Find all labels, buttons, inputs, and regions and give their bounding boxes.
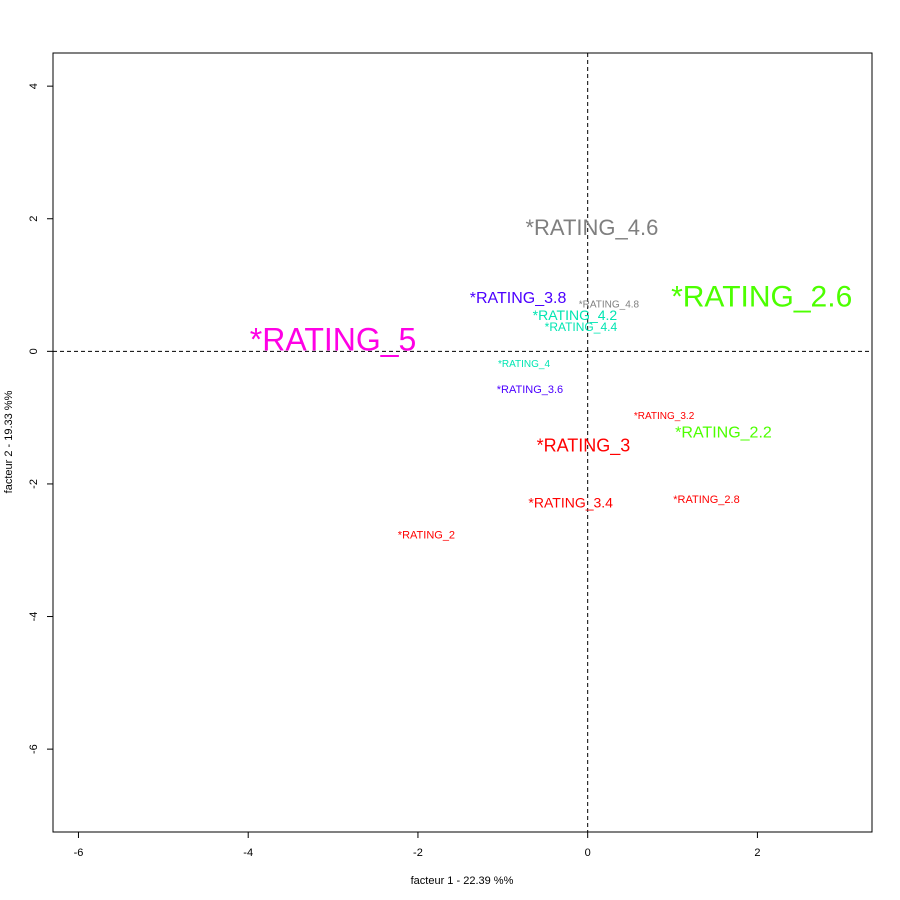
x-axis-label: facteur 1 - 22.39 %% [411,875,514,887]
y-tick-label: -2 [28,479,40,489]
point-label: *RATING_4.6 [525,215,658,240]
point-label: *RATING_2 [398,530,455,542]
point-label: *RATING_3.6 [497,384,563,396]
y-axis-label: facteur 2 - 19.33 %% [3,390,15,493]
point-label: *RATING_3.8 [470,290,567,307]
point-label: *RATING_4.4 [545,320,618,334]
point-label: *RATING_2.6 [671,280,852,313]
point-labels: *RATING_4.6*RATING_2.6*RATING_3.8 *RATING… [250,215,852,542]
y-tick-label: 2 [28,216,40,222]
x-tick-label: -4 [243,847,253,859]
y-tick-label: 4 [28,83,40,89]
reference-lines [53,53,872,832]
x-tick-label: 2 [754,847,760,859]
x-axis: -6 -4 -2 0 2 [74,832,760,859]
x-tick-label: -2 [413,847,423,859]
x-tick-label: 0 [585,847,591,859]
y-axis: -6 -4 -2 0 2 4 [28,83,53,754]
point-label: *RATING_4 [498,359,550,370]
point-label: *RATING_2.2 [675,424,772,441]
point-label: *RATING_5 [250,321,417,357]
point-label: *RATING_3 [537,435,631,456]
y-tick-label: -4 [28,612,40,622]
point-label: *RATING_4.8 [579,299,640,310]
y-tick-label: -6 [28,744,40,754]
x-tick-label: -6 [74,847,84,859]
point-label: *RATING_2.8 [673,494,739,506]
point-label: *RATING_3.2 [634,411,695,422]
point-label: *RATING_3.4 [528,494,613,510]
y-tick-label: 0 [28,348,40,354]
plot-frame [52,52,873,833]
point-label: *RATING_4.2 [533,307,618,323]
